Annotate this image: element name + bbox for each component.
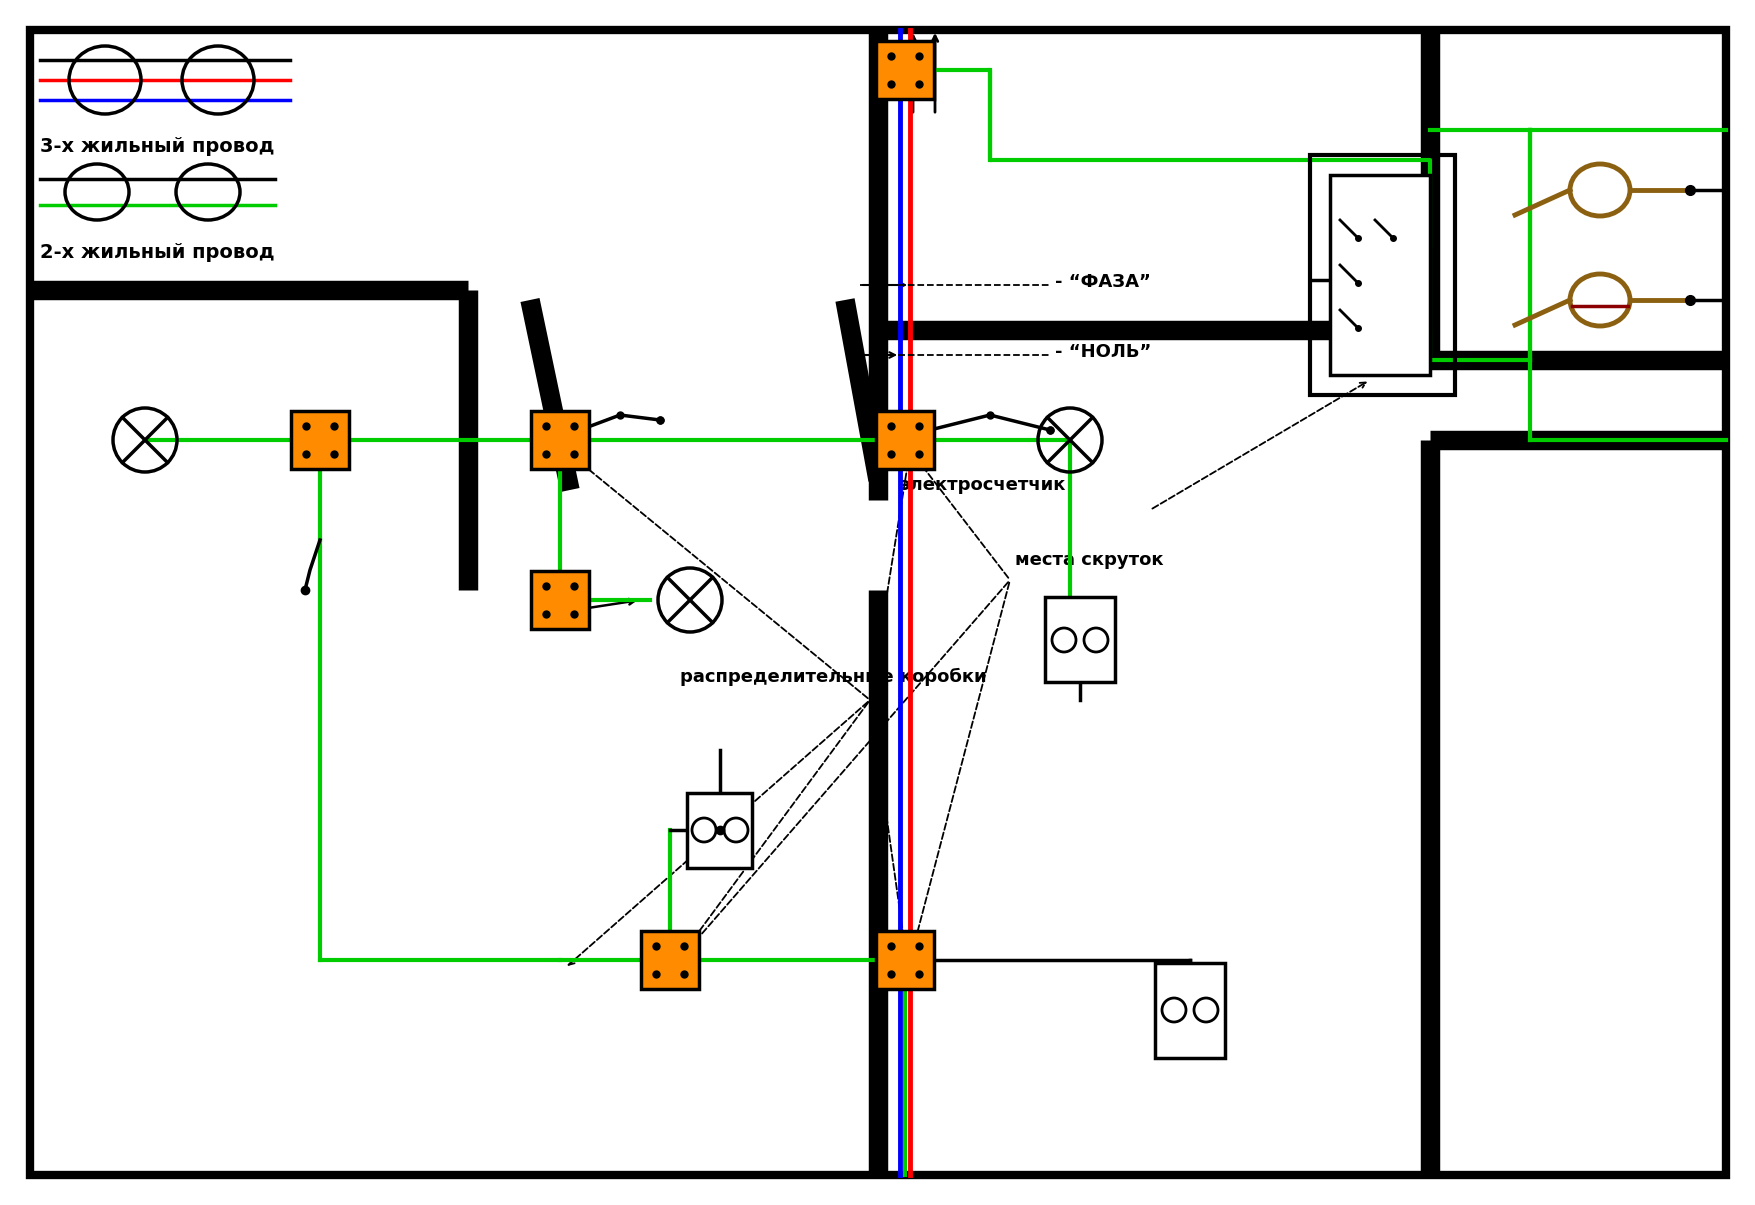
Bar	[1155, 963, 1225, 1058]
Bar	[641, 931, 698, 989]
Bar	[876, 411, 934, 469]
Text: распределительные коробки: распределительные коробки	[679, 668, 986, 686]
Bar	[688, 793, 753, 868]
Bar	[1044, 598, 1114, 682]
Text: 2-х жильный провод: 2-х жильный провод	[40, 243, 274, 261]
Bar	[291, 411, 349, 469]
Bar	[1329, 175, 1429, 375]
Bar	[530, 411, 588, 469]
Text: - “ФАЗА”: - “ФАЗА”	[1055, 274, 1150, 290]
Text: 3-х жильный провод: 3-х жильный провод	[40, 137, 274, 155]
Text: электросчетчик: электросчетчик	[900, 476, 1065, 494]
Bar	[530, 571, 588, 629]
Text: места скруток: места скруток	[1014, 551, 1164, 569]
Text: - “НОЛЬ”: - “НОЛЬ”	[1055, 343, 1151, 362]
Bar	[1309, 155, 1455, 395]
Bar	[876, 41, 934, 99]
Bar	[876, 931, 934, 989]
